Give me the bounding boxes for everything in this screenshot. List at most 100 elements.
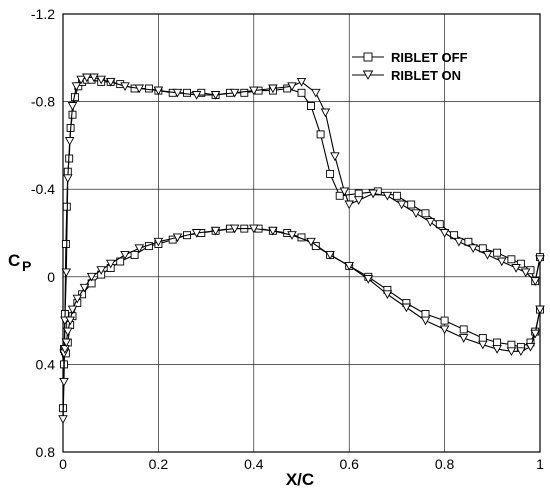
point-riblet-on bbox=[249, 224, 259, 234]
point-riblet-off bbox=[421, 209, 430, 218]
point-riblet-on bbox=[191, 229, 202, 238]
x-tick-label: 0.8 bbox=[435, 456, 455, 472]
point-riblet-on bbox=[511, 264, 521, 273]
point-riblet-on bbox=[530, 277, 540, 286]
point-riblet-on bbox=[425, 218, 436, 227]
y-tick-label: -1.2 bbox=[31, 6, 55, 22]
point-riblet-on bbox=[71, 82, 82, 92]
point-riblet-on bbox=[296, 77, 307, 87]
point-riblet-on bbox=[67, 305, 78, 315]
point-riblet-on bbox=[60, 345, 70, 354]
x-tick-label: 0.2 bbox=[149, 456, 169, 472]
point-riblet-on bbox=[520, 268, 531, 278]
point-riblet-on bbox=[535, 305, 545, 315]
point-riblet-on bbox=[530, 329, 540, 339]
point-riblet-on bbox=[268, 84, 278, 94]
point-riblet-off bbox=[326, 169, 335, 178]
point-riblet-on bbox=[105, 77, 116, 87]
point-riblet-on bbox=[76, 75, 86, 85]
point-riblet-on bbox=[191, 91, 202, 100]
point-riblet-on bbox=[325, 250, 335, 260]
point-riblet-on bbox=[229, 88, 240, 98]
point-riblet-on bbox=[287, 231, 297, 240]
point-riblet-off bbox=[307, 102, 315, 110]
point-riblet-on bbox=[172, 88, 183, 98]
point-riblet-on bbox=[439, 229, 450, 238]
point-riblet-on bbox=[79, 283, 90, 293]
point-riblet-on bbox=[59, 377, 69, 387]
x-tick-label: 0.4 bbox=[244, 456, 264, 472]
point-riblet-off bbox=[507, 340, 516, 349]
point-riblet-on bbox=[306, 237, 316, 247]
point-riblet-on bbox=[311, 88, 321, 98]
point-riblet-on bbox=[363, 275, 374, 284]
point-riblet-on bbox=[153, 86, 164, 96]
point-riblet-off bbox=[144, 84, 153, 93]
point-riblet-off bbox=[421, 310, 430, 318]
point-riblet-off bbox=[240, 88, 249, 97]
point-riblet-on bbox=[411, 209, 421, 219]
point-riblet-off bbox=[407, 200, 416, 209]
plot-frame bbox=[62, 13, 541, 453]
point-riblet-off bbox=[493, 248, 502, 257]
point-riblet-on bbox=[120, 82, 130, 92]
x-tick-label: 1 bbox=[536, 456, 544, 472]
point-riblet-off bbox=[130, 250, 139, 259]
point-riblet-on bbox=[535, 255, 545, 265]
legend-label-riblet-off: RIBLET OFF bbox=[391, 50, 468, 65]
point-riblet-on bbox=[249, 86, 259, 96]
point-riblet-on bbox=[65, 316, 75, 326]
point-riblet-on bbox=[287, 82, 297, 92]
point-riblet-off bbox=[478, 244, 487, 253]
point-riblet-on bbox=[368, 189, 378, 199]
point-riblet-on bbox=[439, 325, 450, 335]
point-riblet-on bbox=[396, 200, 407, 210]
point-riblet-on bbox=[516, 347, 526, 357]
point-riblet-on bbox=[478, 340, 488, 350]
point-riblet-off bbox=[459, 325, 468, 334]
point-riblet-on bbox=[268, 226, 278, 236]
point-riblet-on bbox=[420, 316, 431, 326]
y-tick-label: 0 bbox=[47, 269, 55, 285]
point-riblet-on bbox=[506, 347, 517, 357]
legend-marker-riblet-on bbox=[362, 70, 374, 80]
point-riblet-off bbox=[61, 240, 70, 248]
point-riblet-off bbox=[493, 338, 502, 347]
point-riblet-off bbox=[507, 255, 516, 264]
point-riblet-on bbox=[210, 91, 221, 100]
point-riblet-off bbox=[183, 88, 191, 97]
point-riblet-off bbox=[440, 316, 449, 325]
y-axis-label-subscript: P bbox=[22, 258, 31, 274]
point-riblet-on bbox=[454, 237, 464, 247]
point-riblet-on bbox=[86, 272, 97, 282]
point-riblet-on bbox=[497, 257, 507, 267]
point-riblet-on bbox=[330, 152, 340, 162]
point-riblet-off bbox=[478, 334, 487, 343]
point-riblet-off bbox=[311, 242, 320, 251]
point-riblet-on bbox=[67, 102, 78, 111]
point-riblet-on bbox=[382, 290, 393, 300]
point-riblet-on bbox=[96, 75, 106, 85]
y-tick-label: -0.4 bbox=[31, 181, 55, 197]
x-axis-label: X/C bbox=[286, 470, 314, 489]
series-layer bbox=[58, 73, 545, 424]
point-riblet-on bbox=[72, 294, 83, 304]
point-riblet-on bbox=[63, 174, 73, 184]
point-riblet-on bbox=[89, 73, 99, 83]
point-riblet-on bbox=[63, 327, 73, 337]
point-riblet-off bbox=[354, 189, 363, 198]
point-riblet-on bbox=[401, 303, 412, 313]
point-riblet-on bbox=[353, 196, 364, 205]
y-tick-label: -0.8 bbox=[31, 94, 55, 110]
point-riblet-on bbox=[210, 226, 221, 236]
y-tick-label: 0.4 bbox=[36, 356, 56, 372]
point-riblet-on bbox=[120, 250, 130, 260]
point-riblet-on bbox=[172, 233, 183, 243]
tick-labels: 0 0.2 0.4 0.6 0.8 1 -1.2 -0.8 -0.4 0 0.4 0.8 bbox=[31, 6, 544, 472]
legend-marker-riblet-off bbox=[363, 52, 373, 62]
point-riblet-off bbox=[516, 259, 525, 268]
point-riblet-off bbox=[435, 220, 444, 229]
point-riblet-off bbox=[316, 130, 325, 139]
point-riblet-on bbox=[492, 345, 502, 354]
